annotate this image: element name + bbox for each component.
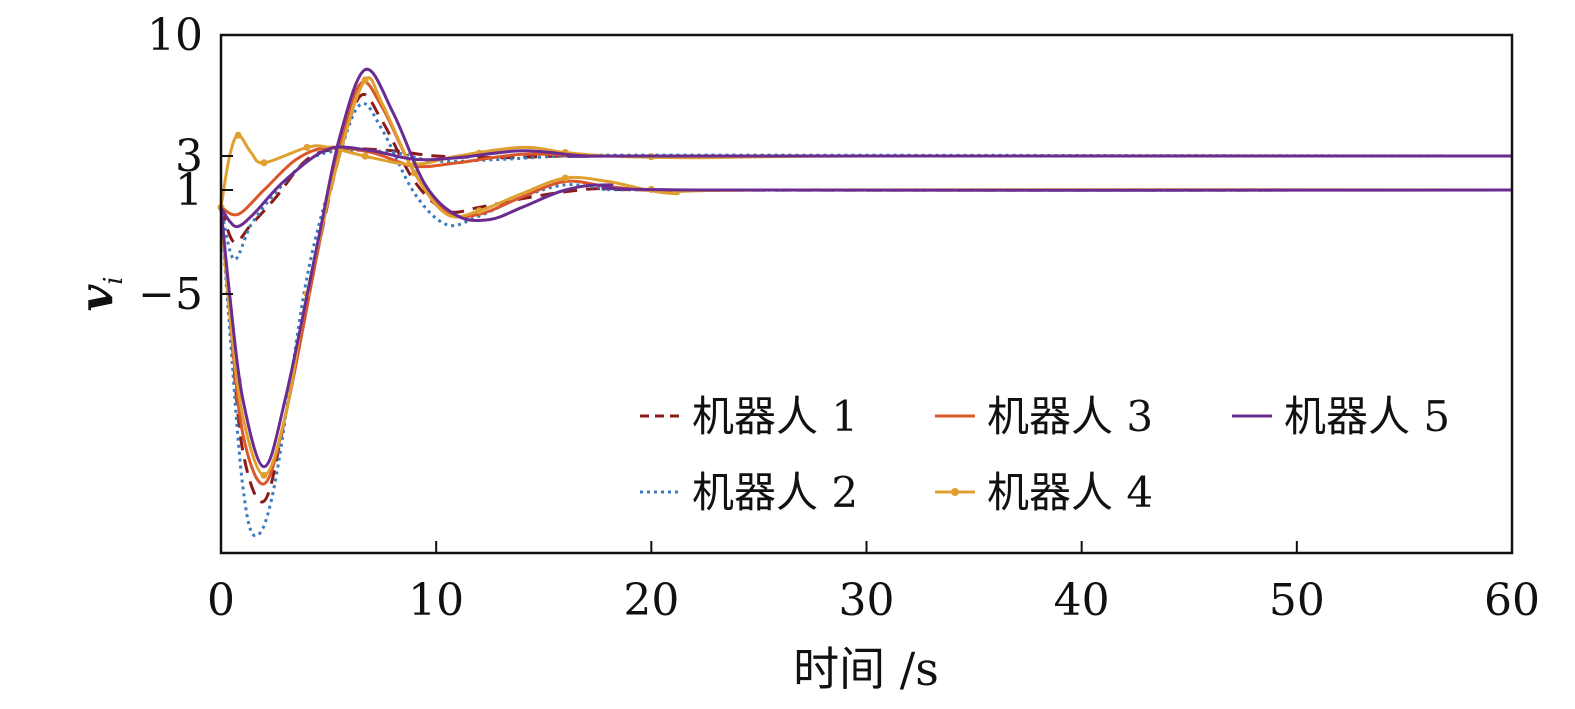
y-tick-label: 10 [147, 10, 203, 61]
legend-label: 机器人 3 [987, 392, 1153, 441]
legend-item-robot-5: 机器人 5 [1232, 392, 1450, 441]
legend-item-robot-2: 机器人 2 [640, 468, 858, 517]
series-robot-2-line-2 [219, 101, 1513, 538]
legend-label: 机器人 5 [1284, 392, 1450, 441]
series-robot-5 [219, 67, 1513, 469]
legend-item-robot-3: 机器人 3 [935, 392, 1153, 441]
legend-label: 机器人 2 [692, 468, 858, 517]
y-axis-title-subscript: i [99, 276, 129, 284]
legend-item-robot-1: 机器人 1 [640, 392, 858, 441]
series-robot-4-marker [260, 159, 268, 167]
series-robot-2-line-1 [219, 148, 1513, 261]
series-robot-4-marker [411, 169, 419, 177]
series-robot-4-marker [361, 76, 369, 84]
series-robot-4-marker [260, 471, 268, 479]
plot-frame [219, 33, 1514, 555]
legend: 机器人 1 机器人 2 机器人 3 机器人 4 机器人 5 [640, 392, 1450, 517]
x-tick-label: 10 [408, 575, 464, 626]
x-tick-label: 50 [1269, 575, 1325, 626]
series-robot-5-line-2 [219, 67, 1513, 469]
series-robot-4-marker [475, 207, 483, 215]
x-axis-title: 时间 /s [793, 642, 939, 696]
legend-label: 机器人 4 [987, 468, 1153, 517]
series-robot-4-marker [303, 143, 311, 151]
legend-label: 机器人 1 [692, 392, 858, 441]
series-layer [217, 67, 1513, 538]
x-tick-label: 40 [1054, 575, 1110, 626]
y-tick-label: −5 [138, 269, 203, 320]
y-tick-label: 3 [175, 131, 203, 182]
series-robot-4-marker [561, 174, 569, 182]
ticks-layer [220, 34, 1513, 553]
series-robot-4-marker [361, 152, 369, 160]
series-robot-4-marker [234, 131, 242, 139]
series-robot-2 [219, 101, 1513, 538]
legend-marker [951, 488, 959, 496]
x-tick-label: 0 [207, 575, 235, 626]
y-tick-label: 1 [175, 165, 203, 216]
series-robot-5-line-1 [219, 145, 1512, 229]
y-axis-title-main: v [69, 284, 123, 312]
tick-labels: 0 10 20 30 40 50 60 10 31 −5 [138, 10, 1540, 626]
series-robot-1-line-1 [219, 147, 1512, 244]
x-tick-label: 30 [839, 575, 895, 626]
x-tick-label: 20 [623, 575, 679, 626]
legend-item-robot-4: 机器人 4 [935, 468, 1153, 517]
x-tick-label: 60 [1484, 575, 1540, 626]
y-axis-title: vi [69, 276, 129, 311]
